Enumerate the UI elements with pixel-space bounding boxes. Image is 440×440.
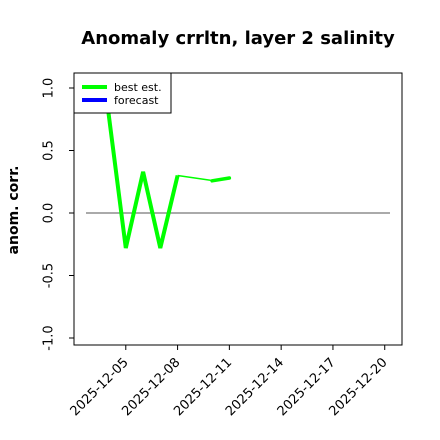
y-tick-label: -0.5: [42, 263, 57, 288]
y-tick-label: -1.0: [42, 325, 57, 350]
series-line-best-est: [106, 112, 180, 249]
legend-label: best est.: [114, 81, 162, 94]
y-tick-label: 0.5: [42, 140, 57, 161]
y-axis-label: anom. corr.: [6, 166, 22, 255]
y-tick-label: 0.0: [42, 203, 57, 224]
legend-box: [73, 72, 172, 114]
plot-frame: [73, 72, 403, 346]
series-line-continuation-end: [210, 176, 232, 183]
legend-label: forecast: [114, 94, 159, 107]
chart-title: Anomaly crrltn, layer 2 salinity: [81, 28, 395, 49]
y-tick-label: 1.0: [42, 78, 57, 99]
